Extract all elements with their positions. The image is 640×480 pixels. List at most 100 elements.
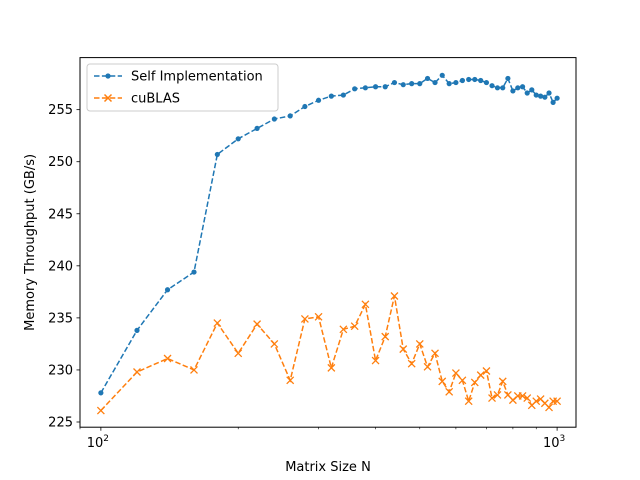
data-point-cublas xyxy=(350,322,359,331)
legend-label-cublas: cuBLAS xyxy=(131,92,180,107)
data-point-self-implementation xyxy=(424,75,431,82)
legend-entry-cublas: cuBLAS xyxy=(94,92,180,107)
x-axis-label: Matrix Size N xyxy=(285,460,371,475)
legend-box xyxy=(86,63,279,112)
data-point-cublas xyxy=(464,397,473,406)
legend-entry-self-implementation: Self Implementation xyxy=(94,70,263,85)
data-point-self-implementation xyxy=(164,287,171,293)
data-point-cublas xyxy=(476,371,485,380)
data-point-cublas xyxy=(545,403,553,412)
data-point-cublas xyxy=(431,349,439,358)
data-point-cublas xyxy=(470,378,479,387)
data-point-cublas xyxy=(163,354,172,363)
data-point-self-implementation xyxy=(529,87,535,93)
y-tick-label: 230 xyxy=(48,363,73,378)
data-point-self-implementation xyxy=(446,81,452,87)
x-tick-label-base: 10 xyxy=(87,436,104,451)
data-point-self-implementation xyxy=(472,76,478,83)
y-axis-label: Memory Throughput (GB/s) xyxy=(23,154,38,331)
data-point-cublas xyxy=(314,312,323,321)
data-point-cublas xyxy=(518,392,527,400)
data-point-self-implementation xyxy=(439,72,445,78)
data-point-self-implementation xyxy=(287,113,293,119)
data-point-cublas xyxy=(371,356,380,365)
data-point-self-implementation xyxy=(478,77,484,84)
data-point-self-implementation xyxy=(134,327,140,333)
data-point-self-implementation xyxy=(98,390,104,396)
data-point-self-implementation xyxy=(409,81,415,87)
data-point-cublas xyxy=(390,292,399,300)
data-point-cublas xyxy=(451,369,460,378)
series-layer xyxy=(96,72,562,415)
data-point-cublas xyxy=(532,397,541,406)
data-point-self-implementation xyxy=(372,84,379,90)
data-point-cublas xyxy=(445,387,454,396)
data-point-cublas xyxy=(361,300,370,309)
data-point-self-implementation xyxy=(459,77,465,84)
data-point-self-implementation xyxy=(302,103,308,110)
data-point-cublas xyxy=(458,376,467,385)
y-tick-label: 255 xyxy=(48,103,73,118)
data-point-self-implementation xyxy=(328,93,334,99)
data-point-cublas xyxy=(553,397,562,406)
data-point-self-implementation xyxy=(271,116,277,122)
data-point-self-implementation xyxy=(453,79,459,86)
y-tick-label: 225 xyxy=(48,415,73,430)
legend-marker-cublas xyxy=(103,93,113,103)
data-point-self-implementation xyxy=(505,75,511,82)
data-point-cublas xyxy=(300,314,309,323)
y-tick-label: 245 xyxy=(48,207,73,222)
data-point-cublas xyxy=(213,319,222,328)
data-point-cublas xyxy=(381,332,390,341)
data-point-self-implementation xyxy=(524,90,530,96)
data-point-self-implementation xyxy=(352,86,358,92)
data-point-cublas xyxy=(493,390,502,399)
data-point-cublas xyxy=(339,325,348,334)
y-tick-label: 235 xyxy=(48,311,73,326)
data-point-cublas xyxy=(498,377,507,386)
data-point-cublas xyxy=(270,339,279,348)
data-point-self-implementation xyxy=(340,92,346,98)
data-point-cublas xyxy=(482,367,491,375)
series-cublas xyxy=(96,292,562,415)
data-point-self-implementation xyxy=(542,94,548,100)
data-point-self-implementation xyxy=(533,92,539,98)
legend: Self Implementation cuBLAS xyxy=(86,63,279,112)
data-point-self-implementation xyxy=(537,93,544,99)
data-point-self-implementation xyxy=(483,79,490,86)
x-tick-label: 103 xyxy=(543,434,565,451)
data-point-self-implementation xyxy=(554,95,560,101)
data-point-cublas xyxy=(133,368,141,376)
data-point-cublas xyxy=(407,359,416,368)
data-point-cublas xyxy=(523,394,532,403)
data-point-cublas xyxy=(488,394,496,403)
y-tick-label: 250 xyxy=(48,155,73,170)
data-point-cublas xyxy=(415,339,424,348)
legend-marker-self-implementation xyxy=(105,73,111,79)
data-point-self-implementation xyxy=(254,125,260,131)
series-line-self-implementation xyxy=(100,74,558,394)
data-point-cublas xyxy=(96,406,105,415)
data-point-self-implementation xyxy=(515,85,521,91)
data-point-self-implementation xyxy=(550,99,556,105)
data-point-cublas xyxy=(253,320,262,329)
y-tick-label: 240 xyxy=(48,259,73,274)
data-point-cublas xyxy=(234,349,243,358)
data-point-cublas xyxy=(399,345,408,354)
data-point-cublas xyxy=(438,377,447,386)
data-point-self-implementation xyxy=(519,84,526,90)
data-point-self-implementation xyxy=(400,82,406,88)
series-self-implementation xyxy=(98,72,560,396)
x-tick-label-exponent: 3 xyxy=(560,434,566,444)
data-point-self-implementation xyxy=(417,81,423,87)
x-tick-label-base: 10 xyxy=(543,436,560,451)
data-point-self-implementation xyxy=(546,90,552,96)
data-point-cublas xyxy=(423,362,432,371)
data-point-self-implementation xyxy=(391,79,398,86)
data-point-self-implementation xyxy=(432,79,438,86)
plot-frame xyxy=(79,57,577,428)
data-point-self-implementation xyxy=(510,88,516,94)
data-point-self-implementation xyxy=(382,84,388,90)
